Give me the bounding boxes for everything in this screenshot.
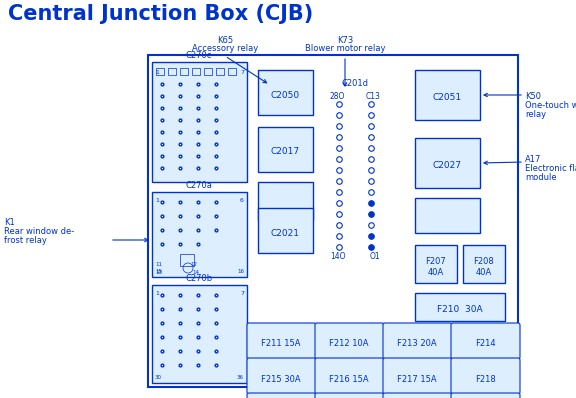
Text: 14: 14 bbox=[192, 270, 199, 275]
Bar bbox=[463, 245, 505, 283]
Bar bbox=[415, 70, 480, 120]
FancyBboxPatch shape bbox=[247, 358, 316, 394]
Bar bbox=[216, 68, 224, 75]
FancyBboxPatch shape bbox=[247, 393, 316, 398]
Text: Rear window de-: Rear window de- bbox=[4, 227, 74, 236]
Text: F214: F214 bbox=[475, 339, 495, 349]
Text: 14O: 14O bbox=[330, 252, 346, 261]
FancyBboxPatch shape bbox=[383, 323, 452, 359]
Bar bbox=[148, 55, 518, 387]
Text: F218: F218 bbox=[475, 375, 495, 384]
Text: C13: C13 bbox=[365, 92, 380, 101]
Text: module: module bbox=[525, 173, 556, 182]
Text: C2027: C2027 bbox=[433, 162, 461, 170]
Text: C2051: C2051 bbox=[433, 94, 461, 103]
Text: C270a: C270a bbox=[185, 181, 213, 190]
Text: C270c: C270c bbox=[186, 51, 212, 60]
Text: K1: K1 bbox=[4, 218, 15, 227]
Bar bbox=[258, 127, 313, 172]
Bar bbox=[192, 68, 200, 75]
Text: Accessory relay: Accessory relay bbox=[192, 44, 258, 53]
Text: 30: 30 bbox=[155, 375, 162, 380]
Text: frost relay: frost relay bbox=[4, 236, 47, 245]
Text: F211 15A: F211 15A bbox=[262, 339, 301, 349]
Text: O1: O1 bbox=[369, 252, 380, 261]
Text: F212 10A: F212 10A bbox=[329, 339, 369, 349]
Bar bbox=[415, 138, 480, 188]
Bar bbox=[228, 68, 236, 75]
FancyBboxPatch shape bbox=[383, 358, 452, 394]
FancyBboxPatch shape bbox=[383, 393, 452, 398]
Text: 13: 13 bbox=[155, 270, 162, 275]
FancyBboxPatch shape bbox=[451, 358, 520, 394]
Text: F207
40A: F207 40A bbox=[426, 257, 446, 277]
FancyBboxPatch shape bbox=[451, 393, 520, 398]
FancyBboxPatch shape bbox=[451, 323, 520, 359]
Bar bbox=[180, 68, 188, 75]
Text: F213 20A: F213 20A bbox=[397, 339, 437, 349]
Text: Electronic flasher: Electronic flasher bbox=[525, 164, 576, 173]
Text: Central Junction Box (CJB): Central Junction Box (CJB) bbox=[8, 4, 313, 24]
Bar bbox=[415, 293, 505, 321]
Text: Blower motor relay: Blower motor relay bbox=[305, 44, 385, 53]
Bar bbox=[152, 62, 247, 182]
Bar bbox=[204, 68, 212, 75]
Text: 16: 16 bbox=[237, 269, 244, 274]
Bar bbox=[415, 198, 480, 233]
Text: C201d: C201d bbox=[342, 79, 369, 88]
Text: 7: 7 bbox=[240, 70, 244, 75]
Bar bbox=[156, 68, 164, 75]
Text: relay: relay bbox=[525, 110, 546, 119]
Bar bbox=[152, 192, 247, 277]
Text: 1: 1 bbox=[155, 70, 159, 75]
Text: 1: 1 bbox=[155, 198, 159, 203]
Text: F216 15A: F216 15A bbox=[329, 375, 369, 384]
FancyBboxPatch shape bbox=[315, 358, 384, 394]
Bar bbox=[258, 70, 313, 115]
Text: F217 15A: F217 15A bbox=[397, 375, 437, 384]
Text: 15: 15 bbox=[155, 269, 162, 274]
Text: K50: K50 bbox=[525, 92, 541, 101]
Bar bbox=[258, 182, 313, 220]
Text: A17: A17 bbox=[525, 155, 541, 164]
Text: 36: 36 bbox=[237, 375, 244, 380]
Text: C2050: C2050 bbox=[271, 90, 300, 100]
Text: 12: 12 bbox=[190, 262, 197, 267]
Text: 11: 11 bbox=[155, 262, 162, 267]
FancyBboxPatch shape bbox=[247, 323, 316, 359]
Text: F215 30A: F215 30A bbox=[261, 375, 301, 384]
FancyBboxPatch shape bbox=[315, 393, 384, 398]
Text: 1: 1 bbox=[155, 291, 159, 296]
Text: F208
40A: F208 40A bbox=[473, 257, 494, 277]
Text: C2021: C2021 bbox=[271, 228, 300, 238]
Bar bbox=[415, 245, 457, 283]
Bar bbox=[168, 68, 176, 75]
Text: 7: 7 bbox=[240, 291, 244, 296]
Bar bbox=[152, 285, 247, 383]
Text: C2017: C2017 bbox=[271, 148, 300, 156]
Text: 6: 6 bbox=[240, 198, 244, 203]
Text: K65: K65 bbox=[217, 36, 233, 45]
Text: One-touch window: One-touch window bbox=[525, 101, 576, 110]
Text: F210  30A: F210 30A bbox=[437, 306, 483, 314]
FancyBboxPatch shape bbox=[315, 323, 384, 359]
Text: C270b: C270b bbox=[185, 274, 213, 283]
Text: K73: K73 bbox=[337, 36, 353, 45]
Bar bbox=[258, 208, 313, 253]
Bar bbox=[180, 254, 194, 266]
Text: 28O: 28O bbox=[330, 92, 346, 101]
